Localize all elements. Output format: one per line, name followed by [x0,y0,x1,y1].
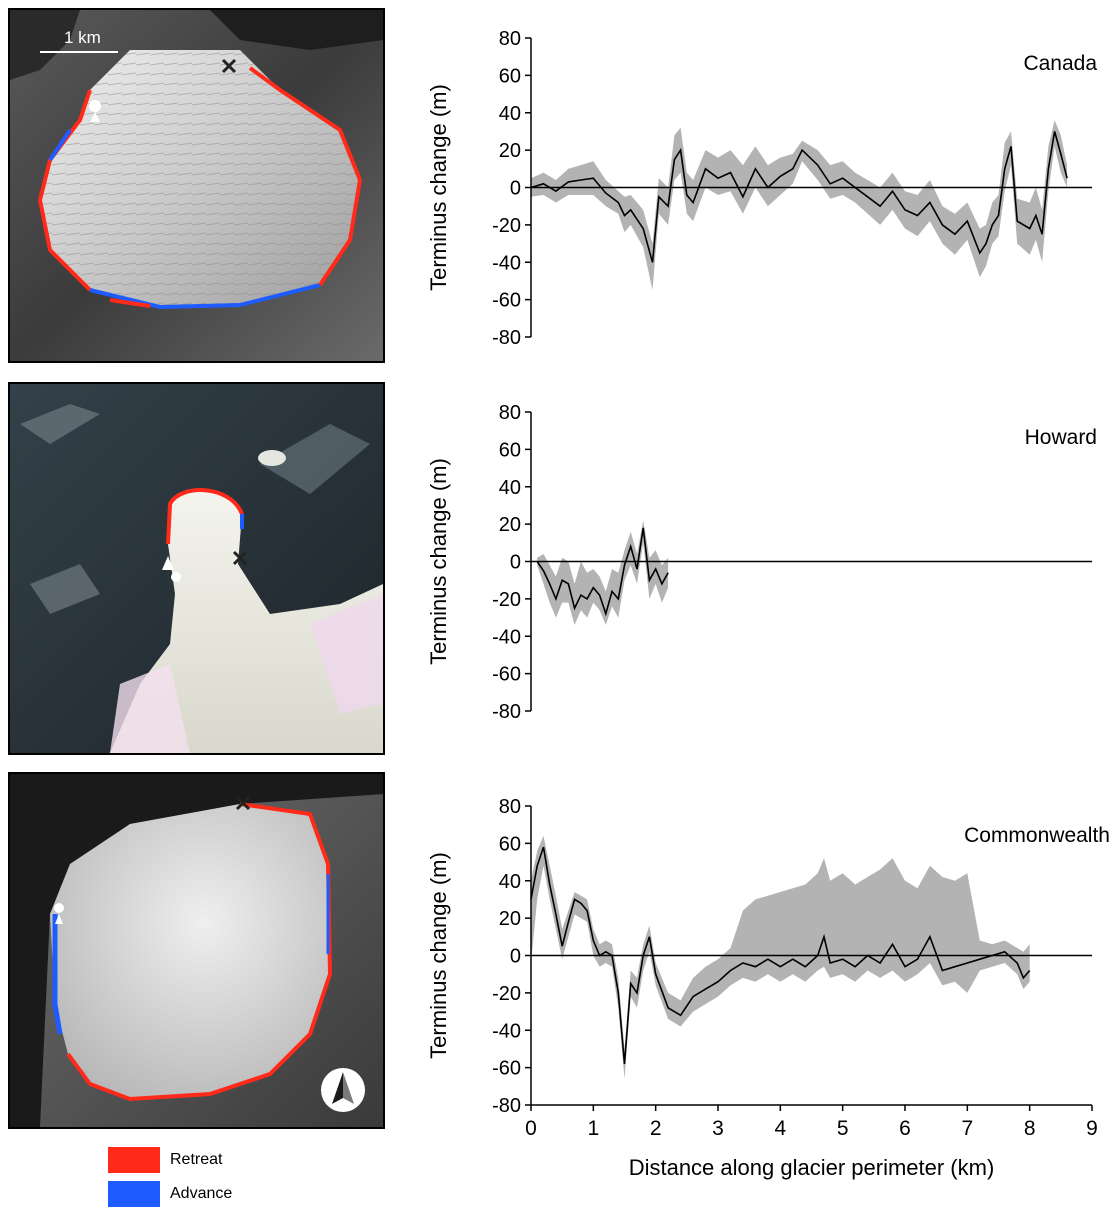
mean-line-canada [530,131,1068,263]
y-tick-label: 20 [499,140,521,162]
howard-glacier-image [8,382,385,755]
end-marker-icon [221,58,237,74]
y-tick-label: 0 [510,178,521,200]
y-tick-label: 40 [499,477,521,499]
y-tick-label: 20 [499,514,521,536]
x-axis-label: Distance along glacier perimeter (km) [629,1155,995,1180]
x-tick-label: 9 [1086,1117,1098,1140]
y-tick-label: -60 [492,290,521,312]
start-marker-icon [54,903,64,924]
y-tick-label: -20 [492,589,521,611]
y-tick-label: -20 [492,983,521,1005]
x-tick-label: 8 [1024,1117,1036,1140]
x-tick-label: 7 [961,1117,973,1140]
chart-title: Howard [1025,426,1097,449]
mean-line-commonwealth [530,846,1031,1064]
x-tick-label: 4 [774,1117,786,1140]
y-axis-label: Terminus change (m) [426,852,451,1059]
y-tick-label: 80 [499,28,521,50]
chart-title: Commonwealth [964,824,1110,847]
x-tick-label: 3 [712,1117,724,1140]
chart-title: Canada [1023,52,1097,75]
legend-swatch-retreat [108,1147,160,1173]
range-band-commonwealth [531,835,1030,1079]
y-tick-label: 60 [499,833,521,855]
legend-label-retreat: Retreat [170,1151,223,1168]
y-tick-label: 60 [499,439,521,461]
y-tick-label: -20 [492,215,521,237]
y-tick-label: 0 [510,946,521,968]
y-tick-label: 40 [499,871,521,893]
chart-canada: -80 -60 -40 -20 0 20 40 60 80 Terminus change (m)… [426,28,1097,349]
start-marker-icon [162,556,181,582]
x-tick-label: 5 [837,1117,849,1140]
y-tick-label: -80 [492,701,521,723]
y-tick-label: -40 [492,626,521,648]
y-axis-label: Terminus change (m) [426,458,451,665]
end-marker-icon [232,550,248,566]
commonwealth-glacier-image [8,772,385,1129]
y-tick-label: -60 [492,664,521,686]
range-band-howard [537,520,669,625]
x-tick-label: 6 [899,1117,911,1140]
mean-line-howard [536,527,669,617]
legend-item-retreat: Retreat [108,1146,222,1174]
x-tick-label: 0 [525,1117,537,1140]
north-arrow-icon [321,1068,365,1112]
y-tick-label: 40 [499,103,521,125]
y-tick-label: 80 [499,402,521,424]
y-axis-label: Terminus change (m) [426,84,451,291]
x-tick-label: 1 [587,1117,599,1140]
legend-item-advance: Advance [108,1180,232,1208]
y-tick-label: -80 [492,1095,521,1117]
x-tick-label: 2 [650,1117,662,1140]
y-tick-label: 60 [499,65,521,87]
start-marker-icon [89,100,101,122]
legend-label-advance: Advance [170,1185,233,1202]
y-tick-label: 80 [499,796,521,818]
y-tick-label: -80 [492,327,521,349]
y-tick-label: -40 [492,252,521,274]
legend-swatch-advance [108,1181,160,1207]
y-tick-label: 20 [499,908,521,930]
scale-bar-label: 1 km [64,28,101,47]
range-band-canada [531,120,1068,291]
y-tick-label: 0 [510,552,521,574]
canada-glacier-image: 1 km [8,8,385,363]
y-tick-label: -60 [492,1058,521,1080]
chart-howard: -80 -60 -40 -20 0 20 40 60 80 Terminus change (m)… [426,402,1097,723]
y-tick-label: -40 [492,1020,521,1042]
end-marker-icon [235,795,251,811]
